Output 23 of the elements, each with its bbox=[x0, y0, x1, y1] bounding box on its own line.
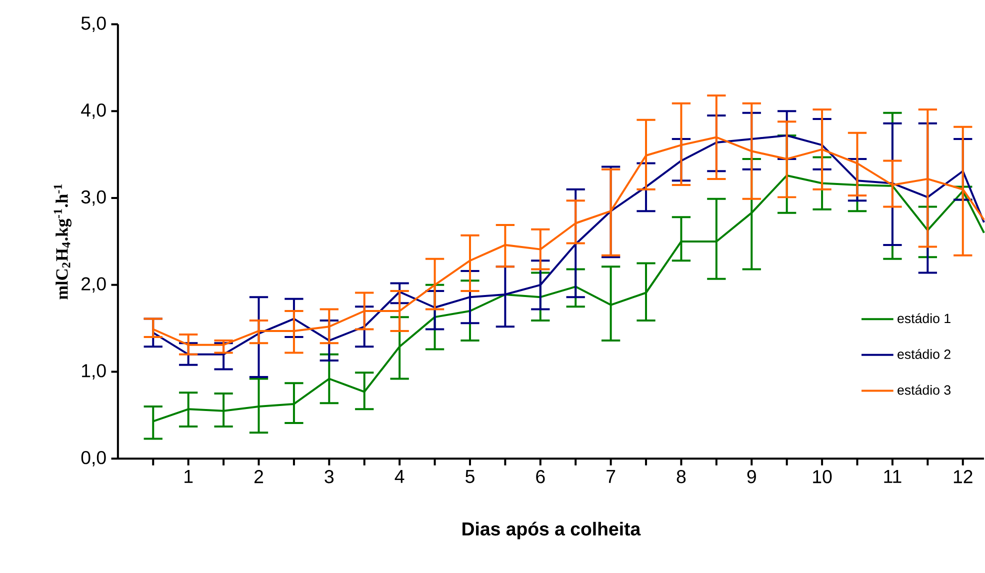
legend-label: estádio 1 bbox=[898, 313, 950, 324]
x-tick-label: 6 bbox=[536, 470, 545, 484]
legend-label: estádio 2 bbox=[898, 349, 950, 360]
legend-label: estádio 3 bbox=[898, 384, 950, 395]
x-tick-label: 7 bbox=[606, 470, 616, 484]
y-tick-label: 4,0 bbox=[81, 104, 106, 120]
y-tick-label: 1,0 bbox=[82, 364, 106, 380]
x-tick-label: 8 bbox=[676, 470, 686, 484]
x-tick-label: 2 bbox=[254, 470, 264, 484]
x-tick-label: 10 bbox=[813, 470, 832, 484]
x-tick-label: 11 bbox=[884, 470, 902, 484]
y-tick-label: 2,0 bbox=[82, 277, 106, 293]
x-tick-label: 3 bbox=[324, 470, 334, 484]
y-tick-label: 5,0 bbox=[81, 16, 106, 32]
y-axis-title: mlC$_{2}$H$_{4}$.kg$^{-1}$.h$^{-1}$ bbox=[54, 184, 72, 300]
y-tick-label: 3,0 bbox=[81, 190, 106, 206]
y-tick-label: 0,0 bbox=[81, 451, 106, 467]
x-tick-label: 12 bbox=[954, 470, 972, 484]
x-tick-label: 4 bbox=[394, 470, 404, 484]
x-tick-label: 1 bbox=[184, 470, 193, 484]
x-tick-label: 9 bbox=[747, 470, 756, 484]
x-tick-label: 5 bbox=[466, 470, 474, 484]
x-axis-title: Dias após a colheita bbox=[462, 522, 641, 540]
